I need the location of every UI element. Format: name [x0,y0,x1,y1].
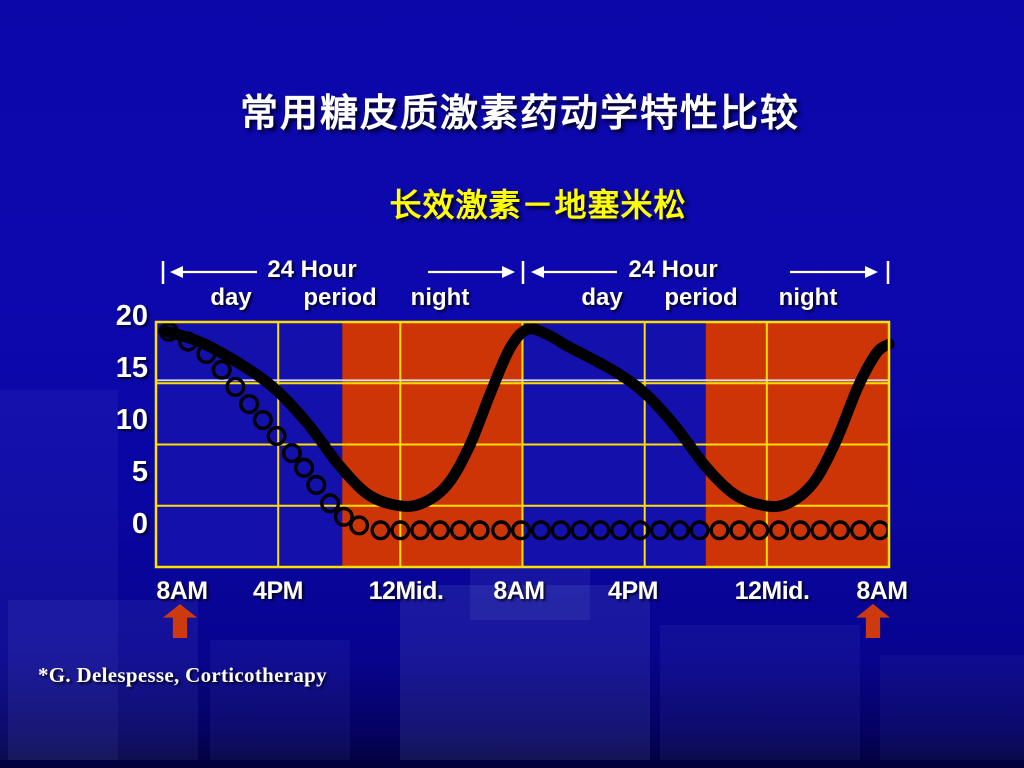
circle-marker [649,520,670,541]
circle-marker [239,394,260,415]
circle-marker [491,520,512,541]
circle-marker [790,520,811,541]
circle-marker [333,506,354,527]
left-arrowhead-icon [170,266,183,278]
x-axis-label: 4PM [608,577,658,605]
circle-marker [410,520,431,541]
building-silhouette [8,600,198,760]
circle-marker [630,520,651,541]
circle-marker [252,410,273,431]
right-arrowhead-icon [502,266,515,278]
circle-marker [158,321,179,342]
circle-marker [729,520,750,541]
building-silhouette [210,640,350,760]
circle-marker [196,343,217,364]
endogenous-cortisol-curve [158,323,895,513]
x-axis-label: 12Mid. [368,577,444,605]
day-label-2: day [581,284,623,311]
right-arrowhead-icon [865,266,878,278]
circle-marker [550,520,571,541]
circle-marker [769,520,790,541]
y-axis-label: 15 [115,352,148,384]
slide-title: 常用糖皮质激素药动学特性比较 [239,93,800,135]
span-label-1: 24 Hour [267,256,357,283]
circle-marker [810,520,831,541]
circle-marker [294,457,315,478]
circle-marker [449,520,470,541]
building-silhouette [0,390,118,760]
circle-marker [281,443,302,464]
building-silhouette [400,585,650,760]
circle-marker [530,520,551,541]
circle-marker [570,520,591,541]
x-axis-label: 8AM [493,577,545,605]
circle-marker [320,493,341,514]
circle-marker [178,331,199,352]
period-label-1: period [303,284,377,311]
y-axis-label: 0 [131,508,148,540]
circle-marker [469,520,490,541]
x-axis-label: 8AM [856,577,908,605]
x-axis-label: 4PM [253,577,303,605]
building-silhouette [470,560,590,620]
building-silhouette [880,655,1024,760]
x-axis-label: 8AM [156,577,208,605]
circle-marker [225,376,246,397]
circle-marker [370,520,391,541]
night-label-2: night [778,284,838,311]
circle-marker [590,520,611,541]
circle-marker [390,520,411,541]
span-label-2: 24 Hour [628,256,718,283]
period-label-2: period [664,284,738,311]
circle-marker [610,520,631,541]
circle-marker [850,520,871,541]
circle-marker [511,520,532,541]
chart-series [158,321,895,541]
circle-marker [709,520,730,541]
slide-subtitle: 长效激素－地塞米松 [389,187,687,223]
circle-marker [689,520,710,541]
circle-marker [830,520,851,541]
circle-marker [211,359,232,380]
circle-marker [669,520,690,541]
night-label-1: night [410,284,470,311]
day-label-1: day [210,284,252,311]
left-arrowhead-icon [531,266,544,278]
x-axis-label: 12Mid. [734,577,810,605]
suppressed-cortisol-markers [158,321,890,541]
y-axis-label: 10 [115,404,148,436]
span-arrows [161,261,890,284]
circle-marker [349,515,370,536]
building-silhouette [660,625,860,760]
circle-marker [749,520,770,541]
circle-marker [430,520,451,541]
citation: *G. Delespesse, Corticotherapy [38,663,327,687]
y-axis-label: 20 [115,300,148,332]
plot-border [154,320,891,569]
y-axis-label: 5 [131,456,148,488]
circle-marker [306,474,327,495]
circle-marker [266,425,287,446]
